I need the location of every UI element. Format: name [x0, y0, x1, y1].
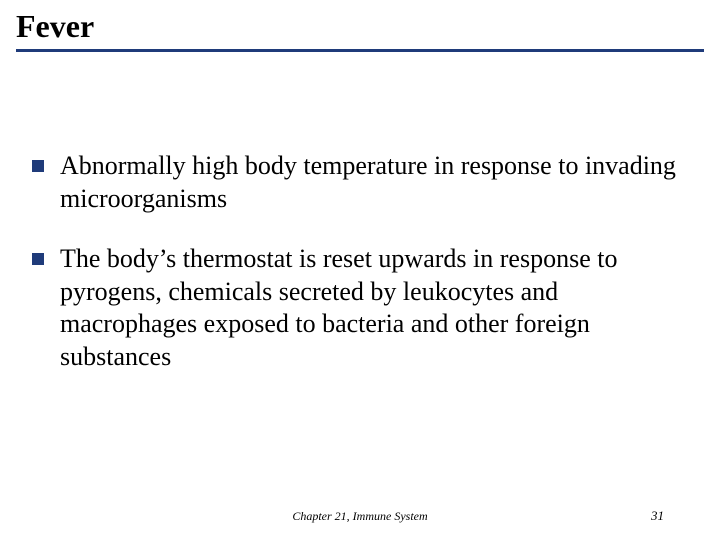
list-item: Abnormally high body temperature in resp… [32, 150, 680, 215]
title-region: Fever [16, 8, 704, 52]
footer-page-number: 31 [651, 508, 664, 524]
title-underline [16, 49, 704, 52]
bullet-text: The body’s thermostat is reset upwards i… [60, 243, 680, 373]
body-region: Abnormally high body temperature in resp… [32, 150, 680, 401]
slide: Fever Abnormally high body temperature i… [0, 0, 720, 540]
slide-title: Fever [16, 8, 704, 47]
bullet-icon [32, 160, 44, 172]
bullet-text: Abnormally high body temperature in resp… [60, 150, 680, 215]
list-item: The body’s thermostat is reset upwards i… [32, 243, 680, 373]
bullet-icon [32, 253, 44, 265]
footer-chapter: Chapter 21, Immune System [0, 509, 720, 524]
